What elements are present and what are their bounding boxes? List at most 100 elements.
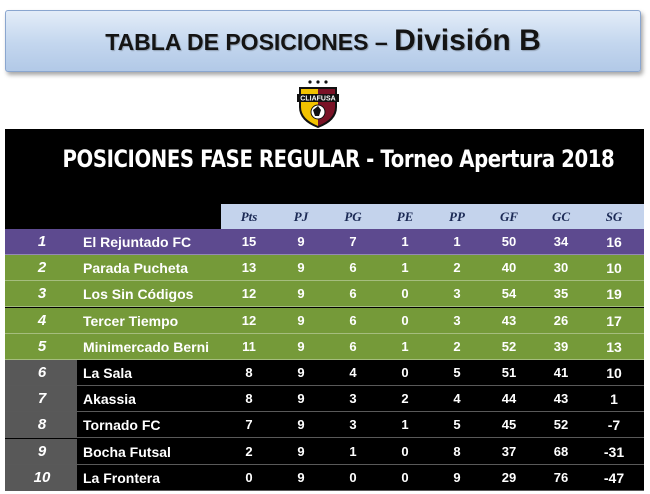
team-name: El Rejuntado FC <box>83 234 192 250</box>
stat-pg: 6 <box>349 286 357 302</box>
stat-pj: 9 <box>297 234 305 249</box>
stat-sg: 13 <box>606 338 622 355</box>
stat-sg: -47 <box>603 469 625 486</box>
stat-pj: 9 <box>297 338 305 354</box>
position-cell <box>5 464 77 490</box>
stat-pj: 9 <box>297 417 305 433</box>
stat-gc: 68 <box>553 443 569 459</box>
position-number: 1 <box>37 233 47 250</box>
stat-pe: 0 <box>401 365 409 380</box>
stat-gc: 26 <box>553 312 569 328</box>
stat-pj: 9 <box>297 286 305 302</box>
team-name: Tercer Tiempo <box>83 312 179 329</box>
table-row: 1 El Rejuntado FC 15 9 7 1 1 50 34 16 <box>5 229 644 255</box>
team-name: Tornado FC <box>83 417 161 434</box>
stat-pts: 13 <box>241 260 257 276</box>
col-pts: Pts <box>240 209 258 224</box>
stat-gf: 43 <box>501 312 517 328</box>
stat-pg: 6 <box>349 260 357 276</box>
stat-pe: 1 <box>401 338 409 354</box>
col-gc: GC <box>551 209 571 224</box>
stat-gf: 52 <box>501 338 517 354</box>
stat-pg: 4 <box>349 365 357 380</box>
team-cell <box>77 360 217 385</box>
stat-pts: 8 <box>245 391 253 407</box>
stat-pp: 8 <box>453 443 461 459</box>
stat-sg: -31 <box>603 443 625 460</box>
table-row: 10 La Frontera 0 9 0 0 9 29 76 -47 <box>5 464 644 491</box>
table-row: 5 Minimercado Berni 11 9 6 1 2 52 39 13 <box>5 333 644 360</box>
stat-pp: 4 <box>453 391 461 407</box>
position-cell <box>5 360 77 385</box>
stat-pts: 0 <box>245 469 253 485</box>
stat-pts: 11 <box>242 338 256 354</box>
position-number: 3 <box>37 285 47 303</box>
stat-sg: 17 <box>606 312 622 329</box>
position-cell <box>5 412 77 438</box>
stat-gc: 41 <box>553 365 569 380</box>
position-number: 6 <box>37 364 47 381</box>
team-name: Minimercado Berni <box>83 338 210 355</box>
table-row: 2 Parada Pucheta 13 9 6 1 2 40 30 10 <box>5 255 644 282</box>
col-sg: SG <box>605 209 623 224</box>
stat-pj: 9 <box>297 260 305 276</box>
page-title: TABLA DE POSICIONES – División B <box>105 24 541 58</box>
board-title: POSICIONES FASE REGULAR - Torneo Apertur… <box>62 145 615 173</box>
team-cell <box>77 386 217 412</box>
col-pe: PE <box>396 209 414 224</box>
stat-pg: 3 <box>349 417 357 433</box>
stat-gf: 51 <box>501 365 517 380</box>
stat-pts: 8 <box>245 365 253 380</box>
stat-pg: 6 <box>349 338 357 354</box>
col-pj: PJ <box>293 209 309 224</box>
stat-gc: 76 <box>553 469 569 485</box>
stat-pj: 9 <box>297 391 305 407</box>
team-cell <box>77 438 217 464</box>
stat-pts: 15 <box>241 234 257 249</box>
stat-pp: 5 <box>453 365 461 380</box>
stat-gc: 39 <box>553 338 569 354</box>
stat-pe: 0 <box>401 312 409 328</box>
column-header-row: Pts PJ PG PE PP GF GC SG <box>221 204 644 229</box>
stat-pj: 9 <box>297 469 305 485</box>
stat-gc: 30 <box>553 260 569 276</box>
stat-pp: 3 <box>453 286 461 302</box>
stat-pp: 3 <box>453 312 461 328</box>
stat-pj: 9 <box>297 443 305 459</box>
stat-pg: 6 <box>349 312 357 328</box>
position-cell <box>5 438 77 464</box>
stat-sg: 16 <box>606 234 622 250</box>
stat-pp: 9 <box>453 469 461 485</box>
team-name: Parada Pucheta <box>83 260 189 277</box>
table-row: 4 Tercer Tiempo 12 9 6 0 3 43 26 17 <box>5 307 644 334</box>
stat-pts: 12 <box>241 286 257 302</box>
table-row: 3 Los Sin Códigos 12 9 6 0 3 54 35 19 <box>5 281 644 308</box>
table-row: 9 Bocha Futsal 2 9 1 0 8 37 68 -31 <box>5 438 644 465</box>
logo-text: CLIAFUSA <box>300 96 335 103</box>
cliafusa-logo: CLIAFUSA <box>297 80 339 128</box>
team-cell <box>77 412 217 438</box>
table-row: 8 Tornado FC 7 9 3 1 5 45 52 -7 <box>5 412 644 439</box>
position-number: 9 <box>37 442 47 460</box>
stat-sg: -7 <box>607 417 621 434</box>
stat-pts: 2 <box>245 443 253 459</box>
team-name: La Sala <box>83 365 133 381</box>
stat-gf: 37 <box>501 443 517 459</box>
stat-pg: 3 <box>349 391 357 407</box>
title-banner: TABLA DE POSICIONES – División B <box>5 10 641 72</box>
stat-pp: 1 <box>453 234 461 249</box>
stat-pe: 1 <box>401 234 409 249</box>
team-name: Bocha Futsal <box>83 443 171 460</box>
table-row: 7 Akassia 8 9 3 2 4 44 43 1 <box>5 386 644 413</box>
position-number: 4 <box>37 311 47 329</box>
position-number: 7 <box>37 390 47 408</box>
stat-pj: 9 <box>297 312 305 328</box>
stat-pe: 1 <box>401 260 409 276</box>
stat-gc: 43 <box>553 391 569 407</box>
stat-sg: 10 <box>606 365 622 381</box>
stat-pe: 0 <box>401 443 409 459</box>
col-pp: PP <box>449 209 465 224</box>
title-division: División B <box>394 24 541 57</box>
position-number: 8 <box>37 416 47 434</box>
stat-gf: 29 <box>501 469 517 485</box>
